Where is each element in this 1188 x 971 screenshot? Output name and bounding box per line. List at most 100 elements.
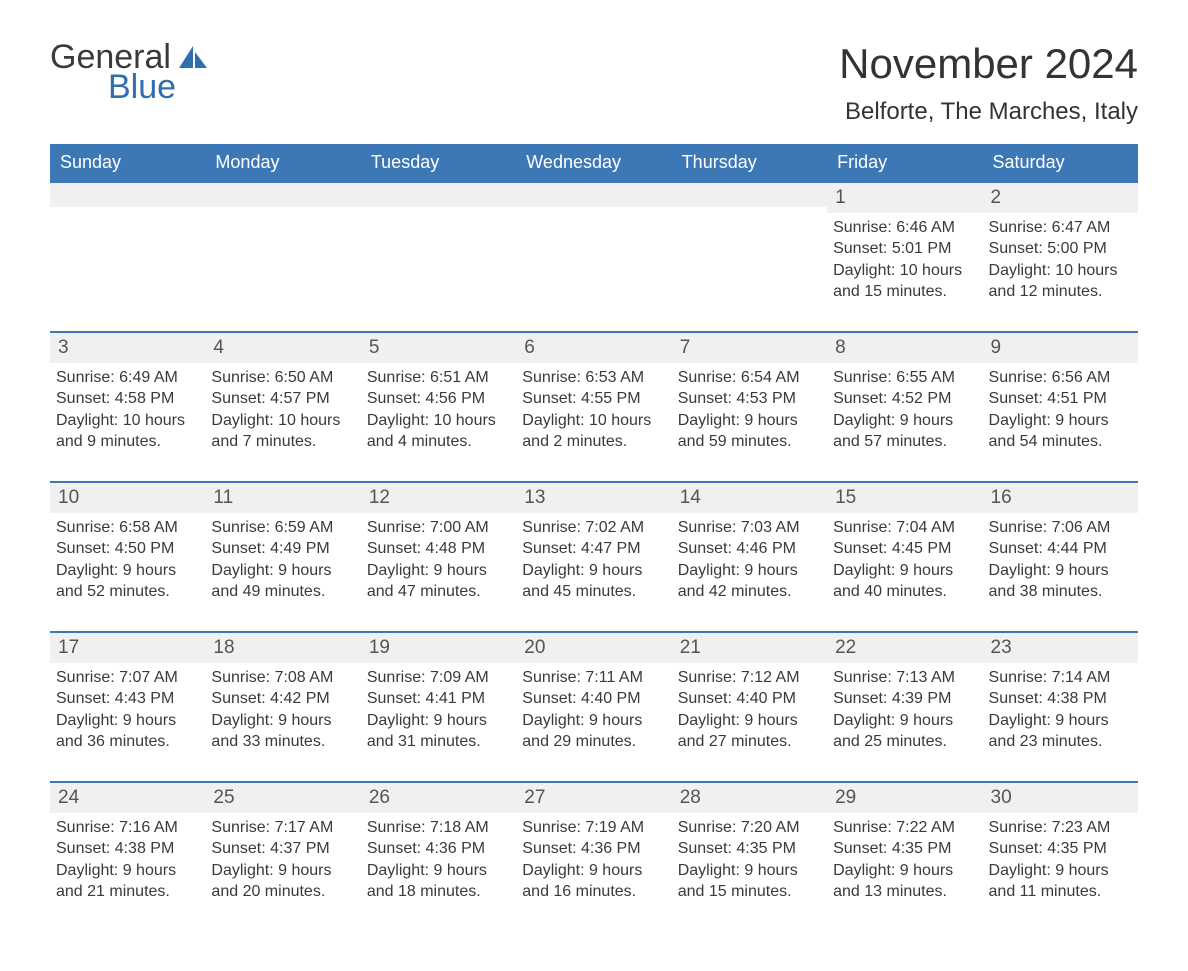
sunrise-line: Sunrise: 6:55 AM [833, 367, 976, 389]
daylight-line-1: Daylight: 9 hours [367, 560, 510, 582]
daylight-line-2: and 9 minutes. [56, 431, 199, 453]
sunrise-line: Sunrise: 7:13 AM [833, 667, 976, 689]
dow-cell: Saturday [983, 144, 1138, 181]
day-number: 12 [361, 483, 516, 513]
sunset-line: Sunset: 4:38 PM [989, 688, 1132, 710]
dow-cell: Thursday [672, 144, 827, 181]
sunset-line: Sunset: 4:53 PM [678, 388, 821, 410]
daylight-line-2: and 31 minutes. [367, 731, 510, 753]
sail-icon [179, 46, 209, 73]
sunrise-line: Sunrise: 7:04 AM [833, 517, 976, 539]
daylight-line-1: Daylight: 10 hours [522, 410, 665, 432]
day-cell [516, 183, 671, 331]
sunrise-line: Sunrise: 6:49 AM [56, 367, 199, 389]
daylight-line-2: and 4 minutes. [367, 431, 510, 453]
sunset-line: Sunset: 4:44 PM [989, 538, 1132, 560]
header: General Blue November 2024 Belforte, The… [50, 40, 1138, 126]
day-cell: 30Sunrise: 7:23 AMSunset: 4:35 PMDayligh… [983, 783, 1138, 931]
sunrise-line: Sunrise: 7:02 AM [522, 517, 665, 539]
day-cell: 8Sunrise: 6:55 AMSunset: 4:52 PMDaylight… [827, 333, 982, 481]
day-number-empty [361, 183, 516, 207]
day-number: 26 [361, 783, 516, 813]
sunset-line: Sunset: 4:51 PM [989, 388, 1132, 410]
daylight-line-2: and 33 minutes. [211, 731, 354, 753]
daylight-line-1: Daylight: 9 hours [833, 410, 976, 432]
day-cell: 27Sunrise: 7:19 AMSunset: 4:36 PMDayligh… [516, 783, 671, 931]
sunrise-line: Sunrise: 6:59 AM [211, 517, 354, 539]
sunrise-line: Sunrise: 7:22 AM [833, 817, 976, 839]
day-number: 19 [361, 633, 516, 663]
daylight-line-1: Daylight: 9 hours [989, 860, 1132, 882]
day-cell: 28Sunrise: 7:20 AMSunset: 4:35 PMDayligh… [672, 783, 827, 931]
daylight-line-2: and 57 minutes. [833, 431, 976, 453]
sunrise-line: Sunrise: 7:14 AM [989, 667, 1132, 689]
day-cell: 13Sunrise: 7:02 AMSunset: 4:47 PMDayligh… [516, 483, 671, 631]
sunset-line: Sunset: 4:48 PM [367, 538, 510, 560]
daylight-line-2: and 21 minutes. [56, 881, 199, 903]
daylight-line-1: Daylight: 9 hours [678, 410, 821, 432]
sunset-line: Sunset: 4:43 PM [56, 688, 199, 710]
weeks-container: 1Sunrise: 6:46 AMSunset: 5:01 PMDaylight… [50, 181, 1138, 931]
daylight-line-1: Daylight: 10 hours [367, 410, 510, 432]
day-number: 14 [672, 483, 827, 513]
sunset-line: Sunset: 4:38 PM [56, 838, 199, 860]
sunrise-line: Sunrise: 6:50 AM [211, 367, 354, 389]
day-number: 28 [672, 783, 827, 813]
sunrise-line: Sunrise: 6:51 AM [367, 367, 510, 389]
day-number: 4 [205, 333, 360, 363]
day-number: 8 [827, 333, 982, 363]
daylight-line-1: Daylight: 9 hours [211, 710, 354, 732]
daylight-line-2: and 20 minutes. [211, 881, 354, 903]
sunrise-line: Sunrise: 7:11 AM [522, 667, 665, 689]
day-number: 7 [672, 333, 827, 363]
day-number: 11 [205, 483, 360, 513]
sunset-line: Sunset: 4:39 PM [833, 688, 976, 710]
daylight-line-2: and 27 minutes. [678, 731, 821, 753]
day-cell: 15Sunrise: 7:04 AMSunset: 4:45 PMDayligh… [827, 483, 982, 631]
sunrise-line: Sunrise: 7:16 AM [56, 817, 199, 839]
day-number: 23 [983, 633, 1138, 663]
daylight-line-2: and 13 minutes. [833, 881, 976, 903]
day-cell: 6Sunrise: 6:53 AMSunset: 4:55 PMDaylight… [516, 333, 671, 481]
sunset-line: Sunset: 4:57 PM [211, 388, 354, 410]
daylight-line-2: and 25 minutes. [833, 731, 976, 753]
day-number: 29 [827, 783, 982, 813]
sunset-line: Sunset: 4:36 PM [522, 838, 665, 860]
daylight-line-1: Daylight: 9 hours [522, 860, 665, 882]
daylight-line-1: Daylight: 9 hours [833, 560, 976, 582]
week-row: 3Sunrise: 6:49 AMSunset: 4:58 PMDaylight… [50, 331, 1138, 481]
sunset-line: Sunset: 4:46 PM [678, 538, 821, 560]
day-number-empty [516, 183, 671, 207]
day-cell: 7Sunrise: 6:54 AMSunset: 4:53 PMDaylight… [672, 333, 827, 481]
daylight-line-1: Daylight: 9 hours [833, 710, 976, 732]
daylight-line-1: Daylight: 10 hours [989, 260, 1132, 282]
daylight-line-1: Daylight: 9 hours [522, 710, 665, 732]
week-row: 10Sunrise: 6:58 AMSunset: 4:50 PMDayligh… [50, 481, 1138, 631]
daylight-line-1: Daylight: 10 hours [211, 410, 354, 432]
daylight-line-2: and 29 minutes. [522, 731, 665, 753]
day-cell: 26Sunrise: 7:18 AMSunset: 4:36 PMDayligh… [361, 783, 516, 931]
dow-cell: Wednesday [516, 144, 671, 181]
sunset-line: Sunset: 4:35 PM [989, 838, 1132, 860]
day-cell: 3Sunrise: 6:49 AMSunset: 4:58 PMDaylight… [50, 333, 205, 481]
day-cell: 16Sunrise: 7:06 AMSunset: 4:44 PMDayligh… [983, 483, 1138, 631]
day-cell: 10Sunrise: 6:58 AMSunset: 4:50 PMDayligh… [50, 483, 205, 631]
sunrise-line: Sunrise: 7:03 AM [678, 517, 821, 539]
sunset-line: Sunset: 4:47 PM [522, 538, 665, 560]
day-cell: 22Sunrise: 7:13 AMSunset: 4:39 PMDayligh… [827, 633, 982, 781]
week-row: 24Sunrise: 7:16 AMSunset: 4:38 PMDayligh… [50, 781, 1138, 931]
sunrise-line: Sunrise: 7:06 AM [989, 517, 1132, 539]
sunrise-line: Sunrise: 7:12 AM [678, 667, 821, 689]
daylight-line-1: Daylight: 9 hours [367, 860, 510, 882]
day-number-empty [50, 183, 205, 207]
daylight-line-2: and 38 minutes. [989, 581, 1132, 603]
day-number: 20 [516, 633, 671, 663]
daylight-line-1: Daylight: 9 hours [833, 860, 976, 882]
day-cell: 2Sunrise: 6:47 AMSunset: 5:00 PMDaylight… [983, 183, 1138, 331]
daylight-line-2: and 47 minutes. [367, 581, 510, 603]
daylight-line-2: and 15 minutes. [833, 281, 976, 303]
sunrise-line: Sunrise: 7:19 AM [522, 817, 665, 839]
daylight-line-2: and 59 minutes. [678, 431, 821, 453]
day-number: 15 [827, 483, 982, 513]
day-cell: 19Sunrise: 7:09 AMSunset: 4:41 PMDayligh… [361, 633, 516, 781]
